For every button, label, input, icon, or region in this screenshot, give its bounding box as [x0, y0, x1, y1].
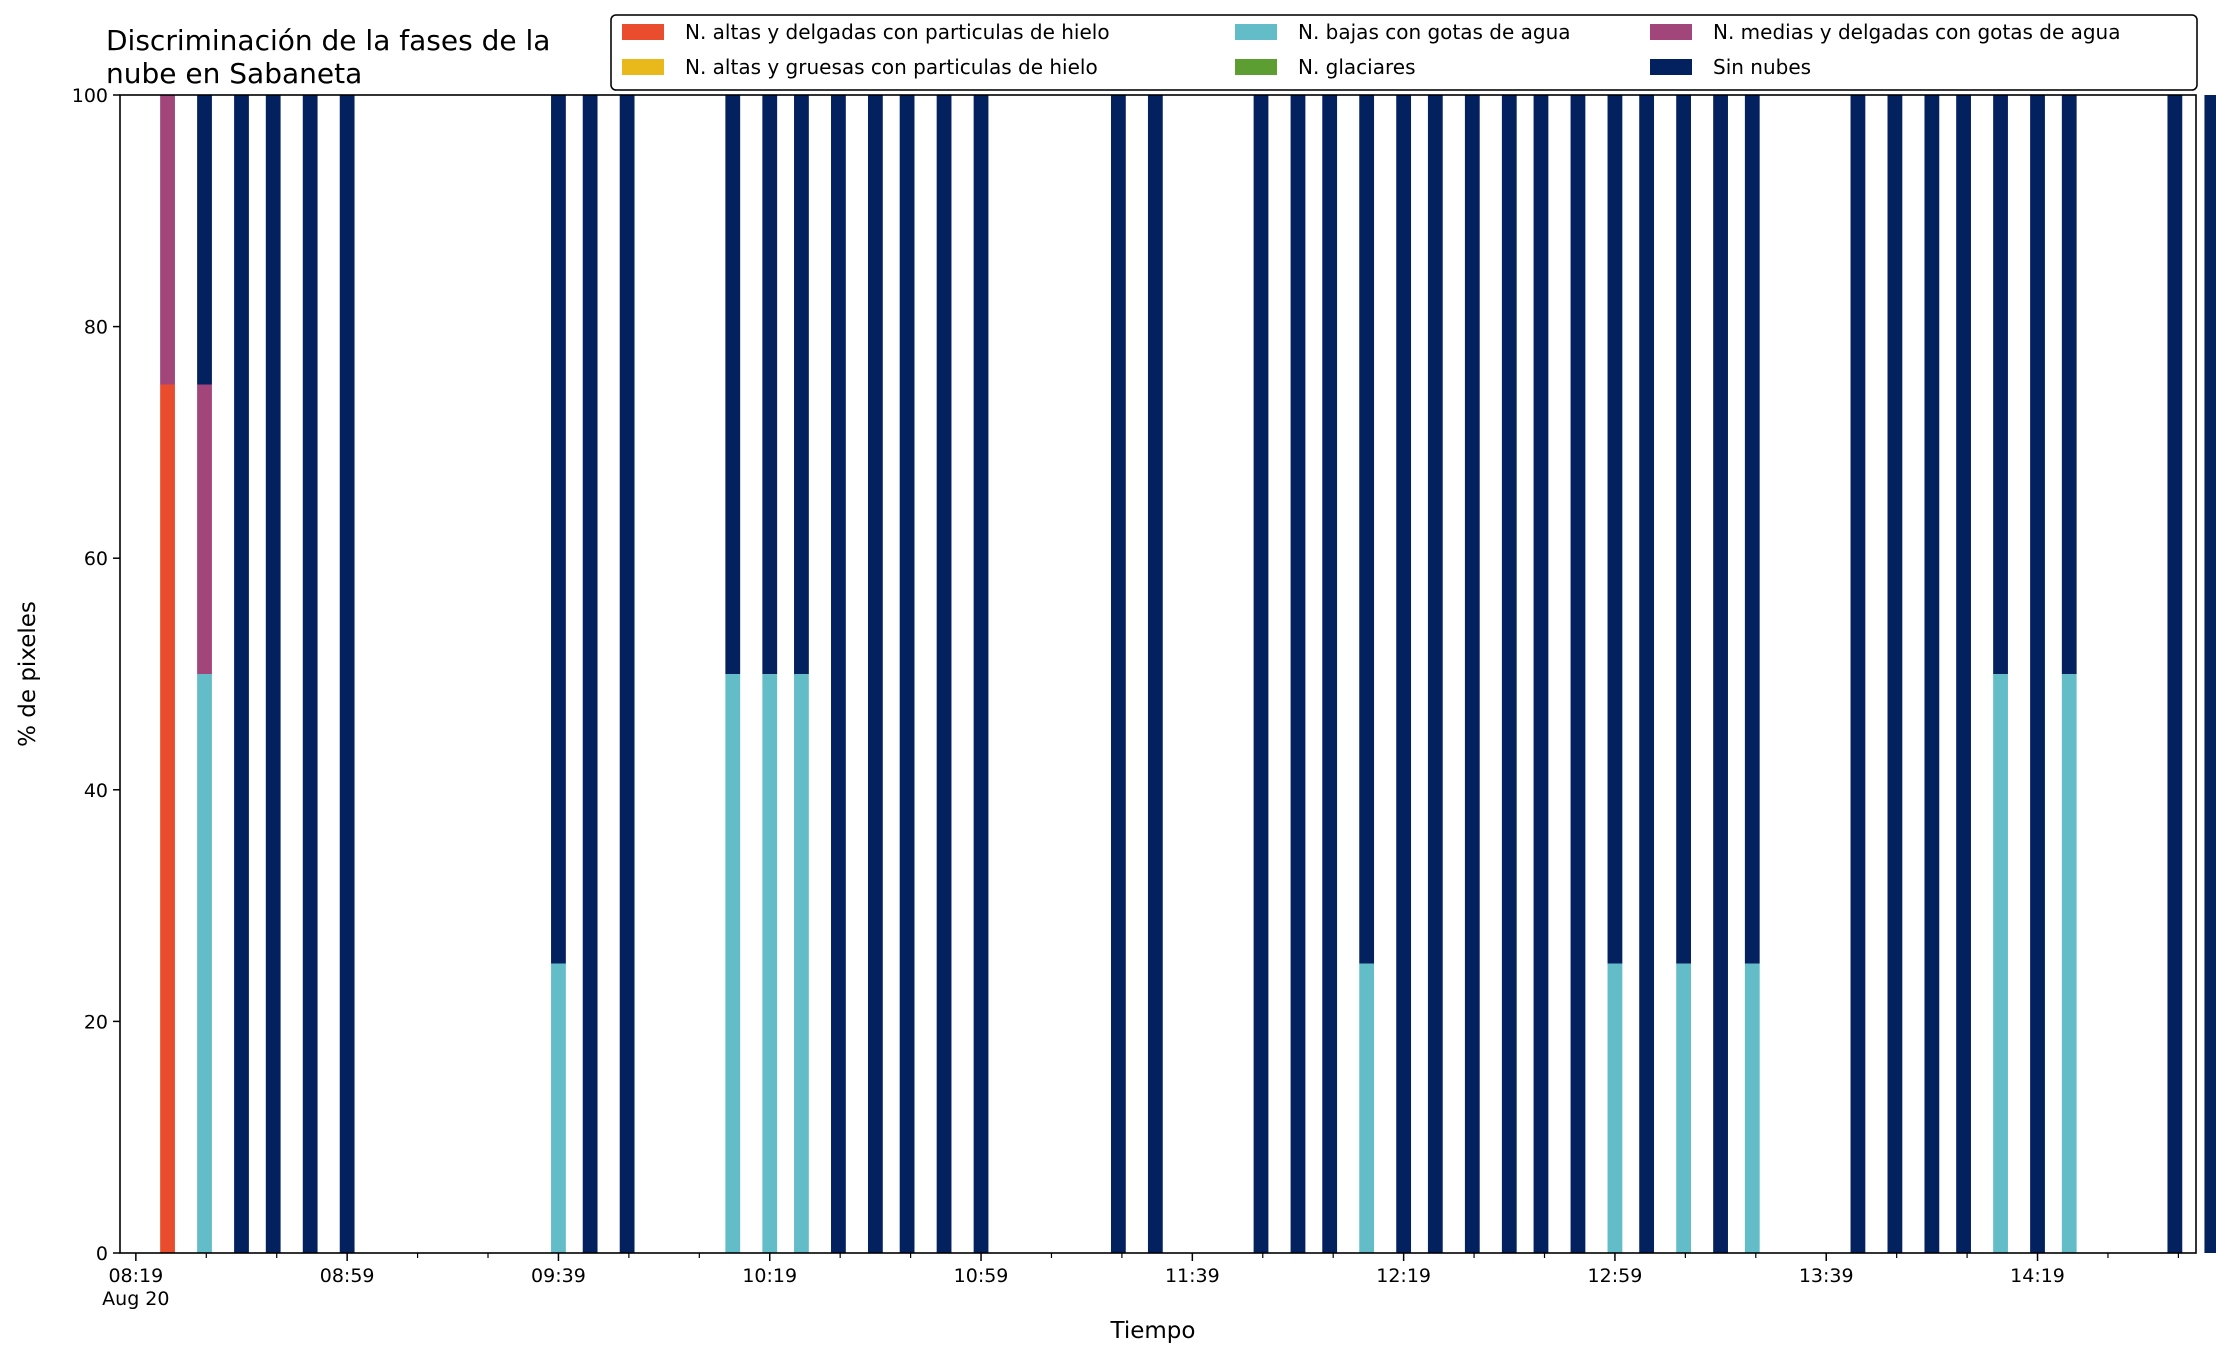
bar-segment-1-4 — [197, 384, 212, 674]
bar-segment-18-5 — [1147, 95, 1163, 1253]
legend-label-2: N. bajas con gotas de agua — [1298, 20, 1571, 44]
y-tick-label-3: 60 — [84, 548, 108, 570]
bar-segment-32-5 — [1713, 95, 1728, 1253]
bar-segment-3-5 — [265, 95, 281, 1253]
bar-segment-16-5 — [973, 95, 989, 1253]
chart-title-line-2: nube en Sabaneta — [106, 57, 362, 90]
bar-segment-34-5 — [1850, 95, 1866, 1253]
bar-segment-33-5 — [1744, 95, 1760, 964]
bar-segment-9-2 — [725, 674, 741, 1253]
bar-segment-4-5 — [302, 95, 318, 1253]
bar-segment-1-5 — [197, 95, 212, 385]
x-axis-label: Tiempo — [1110, 1318, 1196, 1344]
legend-label-3: N. glaciares — [1298, 55, 1416, 79]
bar-segment-15-5 — [936, 95, 952, 1253]
x-tick-label-0: 08:19 — [108, 1265, 163, 1287]
bar-segment-23-5 — [1396, 95, 1412, 1253]
bar-segment-6-2 — [551, 963, 566, 1253]
bar-segment-42-5 — [2204, 95, 2216, 1253]
legend: N. altas y delgadas con particulas de hi… — [610, 14, 2198, 91]
bar-segment-25-5 — [1464, 95, 1480, 1253]
bar-segment-10-5 — [762, 95, 778, 674]
legend-label-5: Sin nubes — [1713, 55, 1811, 79]
bar-segment-12-5 — [831, 95, 846, 1253]
bar-segment-31-5 — [1676, 95, 1691, 964]
bar-segment-8-5 — [619, 95, 635, 1253]
bars-layer — [160, 95, 2216, 1253]
bar-segment-13-5 — [867, 95, 883, 1253]
bar-segment-39-5 — [2030, 95, 2045, 1253]
legend-swatch-3 — [1235, 59, 1277, 75]
bar-segment-22-5 — [1359, 95, 1375, 964]
bar-segment-29-2 — [1607, 963, 1623, 1253]
bar-segment-9-5 — [725, 95, 741, 674]
y-tick-label-1: 20 — [84, 1011, 108, 1033]
bar-segment-27-5 — [1533, 95, 1549, 1253]
legend-swatch-0 — [622, 24, 664, 40]
y-tick-label-2: 40 — [84, 780, 108, 802]
bar-segment-7-5 — [582, 95, 598, 1253]
legend-label-4: N. medias y delgadas con gotas de agua — [1713, 20, 2121, 44]
bar-segment-10-2 — [762, 674, 778, 1253]
bar-segment-26-5 — [1501, 95, 1517, 1253]
bar-segment-36-5 — [1924, 95, 1940, 1253]
x-tick-label-4: 10:59 — [954, 1265, 1009, 1287]
legend-label-0: N. altas y delgadas con particulas de hi… — [685, 20, 1110, 44]
bar-segment-11-5 — [794, 95, 809, 674]
x-tick-label-8: 13:39 — [1799, 1265, 1854, 1287]
legend-swatch-2 — [1235, 24, 1277, 40]
y-axis: 0 20 40 60 80 100 — [72, 85, 120, 1265]
x-tick-label-3: 10:19 — [742, 1265, 797, 1287]
bar-segment-20-5 — [1290, 95, 1306, 1253]
plot-frame — [119, 94, 2197, 1254]
x-tick-label-2: 09:39 — [531, 1265, 586, 1287]
legend-swatch-5 — [1650, 59, 1692, 75]
bar-segment-41-5 — [2167, 95, 2183, 1253]
bar-segment-24-5 — [1427, 95, 1443, 1253]
x-tick-label-1: 08:59 — [320, 1265, 375, 1287]
x-tick-label-9: 14:19 — [2010, 1265, 2065, 1287]
bar-segment-21-5 — [1322, 95, 1338, 1253]
bar-segment-40-2 — [2061, 674, 2077, 1253]
bar-segment-40-5 — [2061, 95, 2077, 674]
bar-segment-6-5 — [551, 95, 566, 964]
x-tick-label-6: 12:19 — [1376, 1265, 1431, 1287]
bar-segment-33-2 — [1744, 963, 1760, 1253]
legend-border — [610, 14, 2198, 91]
bar-segment-31-2 — [1676, 963, 1691, 1253]
legend-swatch-1 — [622, 59, 664, 75]
bar-segment-30-5 — [1639, 95, 1655, 1253]
chart-title-line-1: Discriminación de la fases de la — [106, 24, 550, 57]
legend-label-1: N. altas y gruesas con particulas de hie… — [685, 55, 1098, 79]
bar-segment-22-2 — [1359, 963, 1375, 1253]
bar-segment-17-5 — [1110, 95, 1126, 1253]
y-tick-label-5: 100 — [72, 85, 108, 107]
y-tick-label-4: 80 — [84, 317, 108, 339]
legend-swatch-4 — [1650, 24, 1692, 40]
bar-segment-38-2 — [1993, 674, 2008, 1253]
bar-segment-37-5 — [1956, 95, 1971, 1253]
x-tick-sublabel-0: Aug 20 — [102, 1288, 169, 1310]
x-tick-label-7: 12:59 — [1588, 1265, 1643, 1287]
y-tick-label-0: 0 — [96, 1243, 108, 1265]
bar-segment-28-5 — [1570, 95, 1586, 1253]
bar-segment-0-0 — [160, 384, 175, 1253]
bar-segment-0-4 — [160, 95, 175, 385]
bar-segment-38-5 — [1993, 95, 2008, 674]
x-tick-label-5: 11:39 — [1165, 1265, 1220, 1287]
bar-segment-1-2 — [197, 674, 212, 1253]
bar-segment-2-5 — [234, 95, 249, 1253]
bar-segment-35-5 — [1887, 95, 1903, 1253]
bar-segment-14-5 — [899, 95, 915, 1253]
bar-segment-29-5 — [1607, 95, 1623, 964]
bar-segment-5-5 — [339, 95, 355, 1253]
bar-segment-19-5 — [1253, 95, 1269, 1253]
bar-segment-11-2 — [794, 674, 809, 1253]
y-axis-label: % de pixeles — [15, 601, 41, 747]
